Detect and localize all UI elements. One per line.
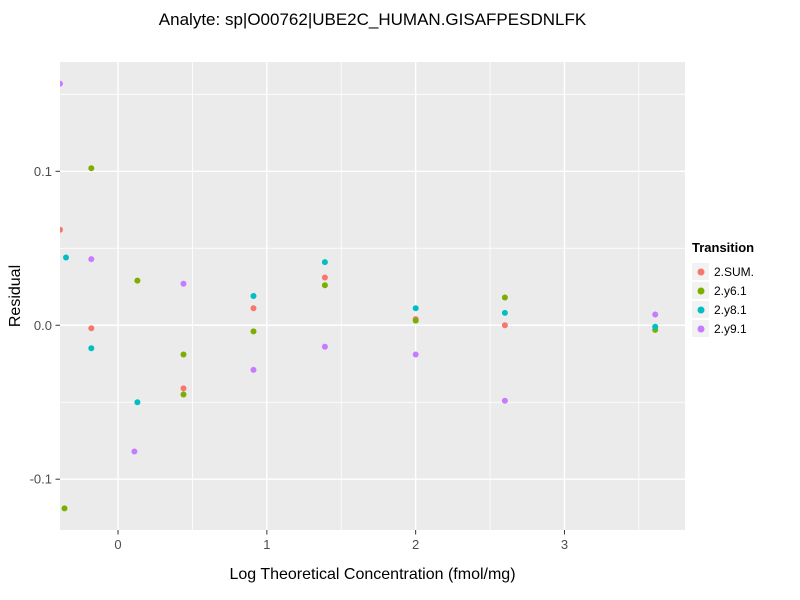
legend-items: 2.SUM. 2.y6.1 2.y8.1 2.y9.1 [692,262,754,338]
legend-item: 2.SUM. [692,262,754,281]
data-point-2.SUM. [321,274,328,281]
data-point-2.y8.1 [321,259,328,266]
data-point-2.y9.1 [652,311,659,318]
data-point-2.y8.1 [134,399,141,406]
data-point-2.y9.1 [412,351,419,358]
data-point-2.SUM. [88,325,95,332]
data-point-2.y8.1 [652,323,659,330]
legend-item-label: 2.y9.1 [714,321,747,336]
legend: Transition 2.SUM. 2.y6.1 2.y8.1 2.y9.1 [692,240,754,338]
legend-item: 2.y8.1 [692,300,754,319]
data-point-2.y9.1 [88,256,95,263]
data-point-2.y6.1 [250,328,257,335]
data-point-2.y9.1 [250,366,257,373]
x-tick-label: 3 [561,537,568,552]
legend-dot-2.y9.1 [697,325,704,332]
x-tick-label: 1 [263,537,270,552]
data-point-2.y6.1 [412,317,419,324]
legend-key [692,320,709,337]
legend-item: 2.y6.1 [692,281,754,300]
x-axis-label: Log Theoretical Concentration (fmol/mg) [229,566,516,583]
legend-dot-2.SUM. [697,268,704,275]
data-point-2.y6.1 [134,277,141,284]
data-point-2.y6.1 [61,505,68,512]
y-tick-label: -0.1 [30,472,52,487]
data-point-2.y6.1 [501,294,508,301]
points-layer [60,80,659,512]
x-tick-label: 2 [412,537,419,552]
data-point-2.y8.1 [501,309,508,316]
legend-dot-2.y8.1 [697,306,704,313]
data-point-2.y9.1 [501,397,508,404]
data-point-2.y6.1 [180,351,187,358]
legend-item-label: 2.y8.1 [714,302,747,317]
data-point-2.SUM. [60,226,63,233]
data-point-2.y9.1 [180,280,187,287]
legend-item-label: 2.SUM. [714,264,755,279]
legend-item-label: 2.y6.1 [714,283,747,298]
data-point-2.y6.1 [321,282,328,289]
x-tick-label: 0 [114,537,121,552]
data-point-2.y8.1 [412,305,419,312]
data-point-2.y6.1 [88,165,95,172]
data-point-2.SUM. [180,385,187,392]
data-point-2.y9.1 [60,80,63,87]
panel-background [60,62,685,530]
data-point-2.y6.1 [180,391,187,398]
data-point-2.y8.1 [250,293,257,299]
data-point-2.y8.1 [63,254,69,261]
y-tick-label: 0.0 [34,318,52,333]
data-point-2.y9.1 [131,448,138,455]
legend-key [692,301,709,318]
data-point-2.SUM. [501,322,508,329]
data-point-2.y8.1 [88,345,95,352]
legend-dot-2.y6.1 [697,287,704,294]
legend-key [692,282,709,299]
figure-title: Analyte: sp|O00762|UBE2C_HUMAN.GISAFPESD… [158,10,587,29]
legend-title: Transition [692,240,755,255]
legend-key [692,263,709,280]
data-point-2.y9.1 [321,343,328,350]
data-point-2.SUM. [250,305,257,312]
legend-item: 2.y9.1 [692,319,754,338]
y-tick-label: 0.1 [34,164,52,179]
